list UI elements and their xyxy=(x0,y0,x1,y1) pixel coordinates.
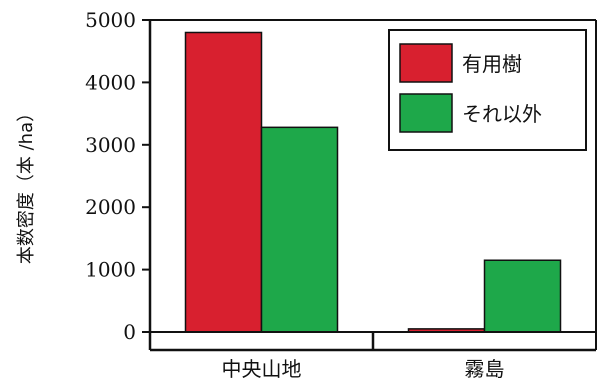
y-tick-label: 3000 xyxy=(85,133,136,157)
legend-label: 有用樹 xyxy=(462,52,522,76)
x-axis-categories: 中央山地 霧島 xyxy=(222,357,505,381)
legend-label: それ以外 xyxy=(462,102,542,126)
legend-swatch xyxy=(399,43,453,83)
plot-frame xyxy=(148,19,597,352)
y-axis-title: 本数密度（本 /ha） xyxy=(16,104,37,264)
y-tick-label: 1000 xyxy=(85,258,136,282)
bar-other-trees-central-mountains xyxy=(260,126,339,333)
bars xyxy=(184,31,562,333)
y-tick-label: 4000 xyxy=(85,70,136,94)
bar-useful-trees-central-mountains xyxy=(184,31,263,333)
y-axis-title-group: 本数密度（本 /ha） xyxy=(16,104,37,264)
x-category-label: 霧島 xyxy=(465,357,505,381)
bar-other-trees-kirishima xyxy=(483,259,562,333)
y-tick-label: 5000 xyxy=(85,8,136,32)
legend-swatch xyxy=(399,93,453,133)
y-axis-ticks: 0 1000 2000 3000 4000 5000 xyxy=(85,8,150,344)
x-category-label: 中央山地 xyxy=(222,357,302,381)
y-tick-label: 0 xyxy=(123,320,136,344)
y-tick-label: 2000 xyxy=(85,195,136,219)
